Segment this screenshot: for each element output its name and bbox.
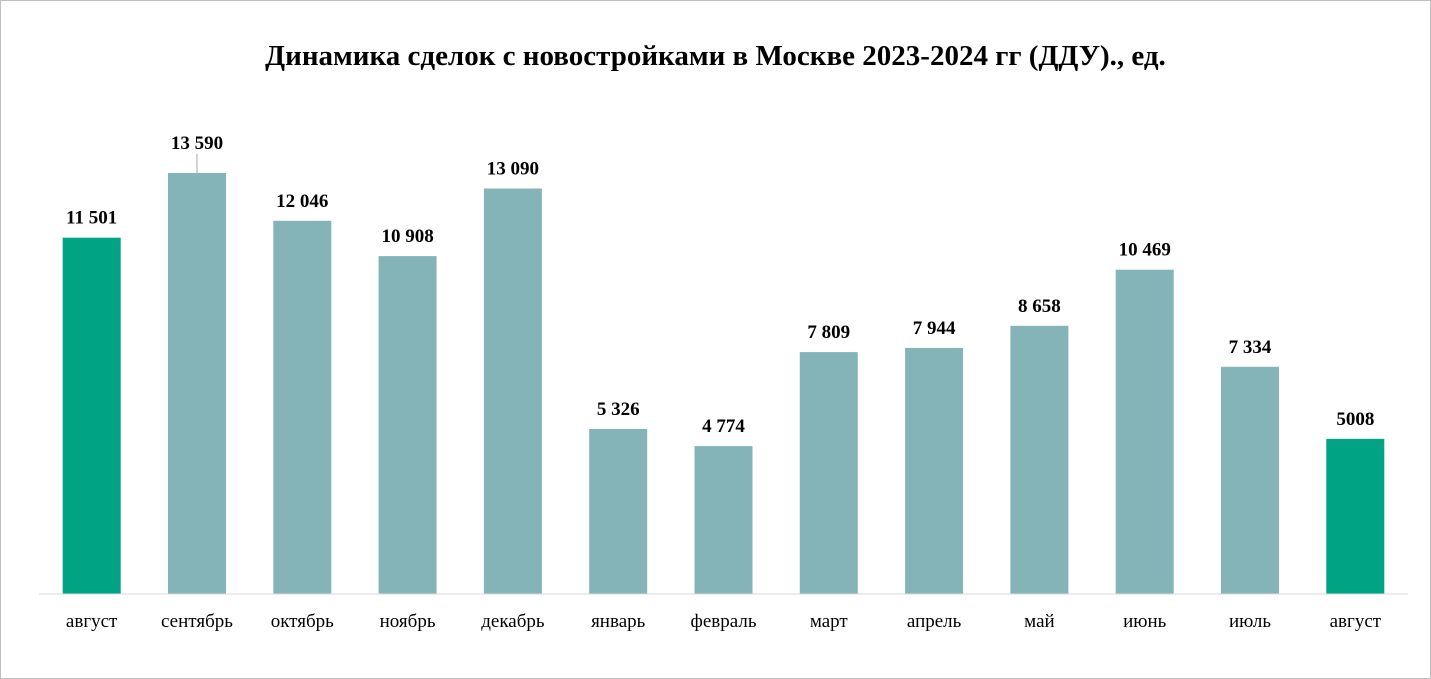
value-label: 7 944 — [913, 318, 956, 339]
value-label: 10 469 — [1119, 240, 1171, 261]
value-label: 8 658 — [1018, 296, 1061, 317]
bar-6 — [589, 429, 648, 594]
category-label: декабрь — [481, 611, 545, 632]
value-label: 10 908 — [381, 226, 433, 247]
bar-11 — [1115, 269, 1174, 594]
bar-7 — [694, 446, 753, 594]
value-label: 13 590 — [171, 133, 223, 154]
bars-layer — [62, 173, 1385, 595]
category-label: апрель — [907, 611, 962, 632]
bar-5 — [483, 188, 542, 594]
bar-1 — [62, 237, 121, 594]
category-label: май — [1024, 611, 1055, 632]
value-label: 7 809 — [807, 322, 850, 343]
bar-13 — [1326, 438, 1385, 594]
value-label: 11 501 — [66, 208, 117, 229]
value-label: 13 090 — [487, 159, 539, 180]
bar-9 — [905, 347, 964, 594]
bar-12 — [1221, 366, 1279, 594]
labels-layer: 11 501 август 13 590 сентябрь 12 046 октябрь 1… — [66, 133, 1382, 632]
bar-4 — [378, 256, 437, 594]
bar-3 — [273, 220, 332, 595]
category-label: июль — [1229, 611, 1271, 632]
value-label: 12 046 — [276, 191, 328, 212]
category-label: январь — [591, 611, 646, 632]
category-label: октябрь — [271, 611, 334, 632]
category-label: сентябрь — [161, 611, 233, 632]
category-label: февраль — [691, 611, 757, 632]
category-label: март — [810, 611, 849, 632]
category-label: август — [66, 611, 118, 632]
value-label: 7 334 — [1229, 337, 1272, 358]
category-label: июнь — [1123, 611, 1167, 632]
bar-2 — [168, 173, 226, 594]
bar-10 — [1010, 325, 1069, 594]
value-label: 5008 — [1336, 409, 1374, 430]
category-label: ноябрь — [380, 611, 436, 632]
value-label: 5 326 — [597, 399, 640, 420]
chart-title: Динамика сделок с новостройками в Москве… — [265, 40, 1166, 72]
bar-8 — [799, 352, 858, 594]
value-label: 4 774 — [702, 416, 745, 437]
category-label: август — [1330, 611, 1382, 632]
